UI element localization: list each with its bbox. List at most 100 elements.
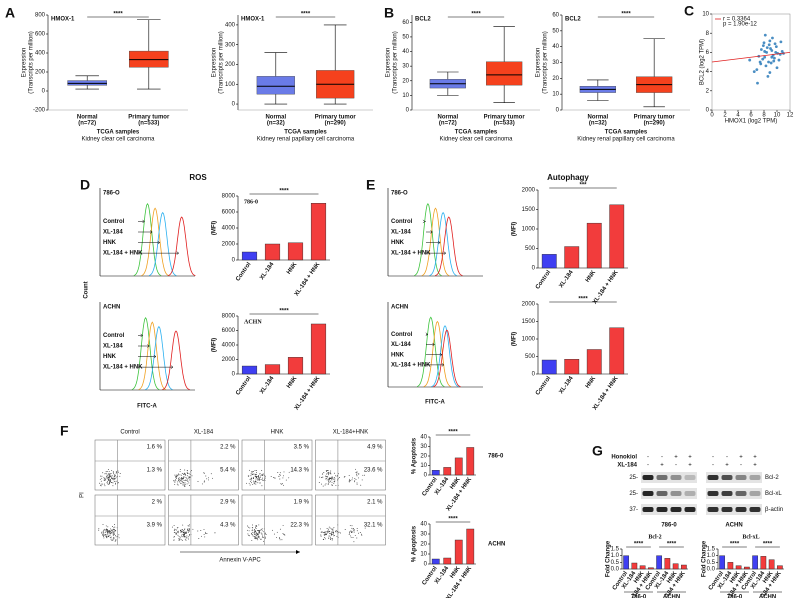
- y-tick-label: 60: [402, 20, 409, 26]
- flow-event: [354, 480, 356, 482]
- flow-event: [253, 532, 255, 533]
- flow-event: [200, 535, 202, 537]
- flow-event: [335, 475, 336, 477]
- scatter-point: [763, 55, 767, 59]
- flow-event: [256, 526, 258, 527]
- flow-event: [258, 477, 260, 479]
- flow-event: [358, 477, 359, 479]
- flow-event: [253, 482, 255, 484]
- histogram-curve: [145, 325, 173, 390]
- flow-event: [358, 532, 359, 534]
- flow-event: [325, 532, 327, 534]
- flow-event: [325, 470, 327, 471]
- flow-event: [249, 527, 251, 529]
- y-axis-label: % Apoptosis: [412, 437, 418, 474]
- flow-event: [178, 530, 180, 532]
- flow-event: [114, 526, 116, 528]
- flow-event: [178, 537, 180, 539]
- y-tick-label: 200: [225, 62, 236, 68]
- flow-event: [179, 481, 181, 483]
- bar: [760, 556, 767, 570]
- flow-event: [249, 478, 251, 480]
- flow-event: [257, 482, 259, 484]
- group-label: 786-0: [631, 595, 647, 598]
- x-tick-count: (n=72): [439, 121, 457, 127]
- flow-event: [180, 539, 182, 541]
- flow-event: [191, 475, 193, 477]
- bar: [264, 364, 281, 375]
- flow-event: [115, 536, 117, 538]
- row-label: 786-0: [488, 454, 504, 460]
- blot-band: [642, 507, 654, 512]
- flow-event: [105, 529, 107, 531]
- blot-panel: [641, 472, 697, 483]
- significance-label: ****: [667, 542, 677, 548]
- flow-event: [344, 476, 346, 477]
- flow-event: [332, 538, 333, 540]
- flow-event: [264, 533, 266, 535]
- flow-event: [259, 530, 261, 532]
- flow-event: [182, 484, 184, 486]
- flow-event: [329, 478, 331, 480]
- bar: [648, 567, 654, 570]
- flow-event: [248, 482, 250, 484]
- flow-event: [258, 532, 260, 534]
- y-tick-label: 1.0: [707, 553, 716, 559]
- flow-event: [259, 532, 260, 534]
- curve-label: XL-184: [103, 230, 123, 236]
- flow-event: [180, 479, 182, 481]
- label-arrow: [138, 251, 180, 255]
- flow-event: [331, 478, 333, 479]
- flow-event: [279, 478, 281, 480]
- flow-event: [254, 534, 256, 536]
- flow-event: [182, 531, 184, 532]
- flow-event: [251, 473, 253, 475]
- flow-event: [349, 531, 351, 533]
- x-axis-label: TCGA samples: [605, 130, 648, 136]
- flow-event: [251, 532, 252, 534]
- blot-panel: [706, 472, 762, 483]
- group-label: ACHN: [663, 595, 680, 598]
- bar: [639, 565, 646, 570]
- flow-event: [104, 534, 106, 536]
- lane-sign: -: [661, 455, 663, 461]
- x-tick-label: XL-184 + HNK: [592, 269, 620, 305]
- label-arrow: [138, 333, 144, 338]
- bar: [656, 555, 662, 570]
- row-label: XL-184: [617, 463, 637, 469]
- flow-event: [254, 530, 256, 532]
- flow-event: [323, 534, 325, 536]
- box: [486, 61, 523, 86]
- y-tick-label: 20: [420, 454, 427, 460]
- flow-event: [205, 533, 207, 534]
- blot-band: [721, 507, 733, 512]
- flow-event: [348, 481, 350, 483]
- flow-event: [263, 531, 265, 533]
- flow-event: [258, 478, 260, 480]
- x-tick-count: (n=290): [644, 121, 665, 127]
- label-arrow: [138, 354, 157, 359]
- flow-event: [101, 477, 103, 479]
- flow-event: [118, 534, 120, 536]
- bar: [609, 327, 625, 375]
- x-tick-label: XL-184 + HNK: [294, 375, 322, 411]
- bar: [777, 565, 783, 570]
- row-label: ACHN: [488, 542, 505, 548]
- flow-event: [255, 481, 257, 483]
- flow-event: [109, 529, 111, 531]
- row-label: Honokiol: [611, 455, 637, 461]
- flow-event: [178, 479, 180, 480]
- quadrant-percent: 2 %: [152, 500, 163, 506]
- flow-event: [188, 476, 190, 477]
- flow-event: [246, 482, 248, 484]
- flow-event: [181, 535, 182, 537]
- flow-event: [185, 533, 187, 535]
- flow-event: [107, 482, 109, 484]
- blot-band: [670, 475, 682, 480]
- y-axis-label: (MFI): [212, 221, 218, 235]
- flow-event: [188, 482, 190, 484]
- flow-event: [176, 483, 178, 485]
- flow-event: [108, 475, 110, 477]
- x-tick-count: (n=533): [138, 121, 159, 127]
- flow-event: [184, 533, 186, 535]
